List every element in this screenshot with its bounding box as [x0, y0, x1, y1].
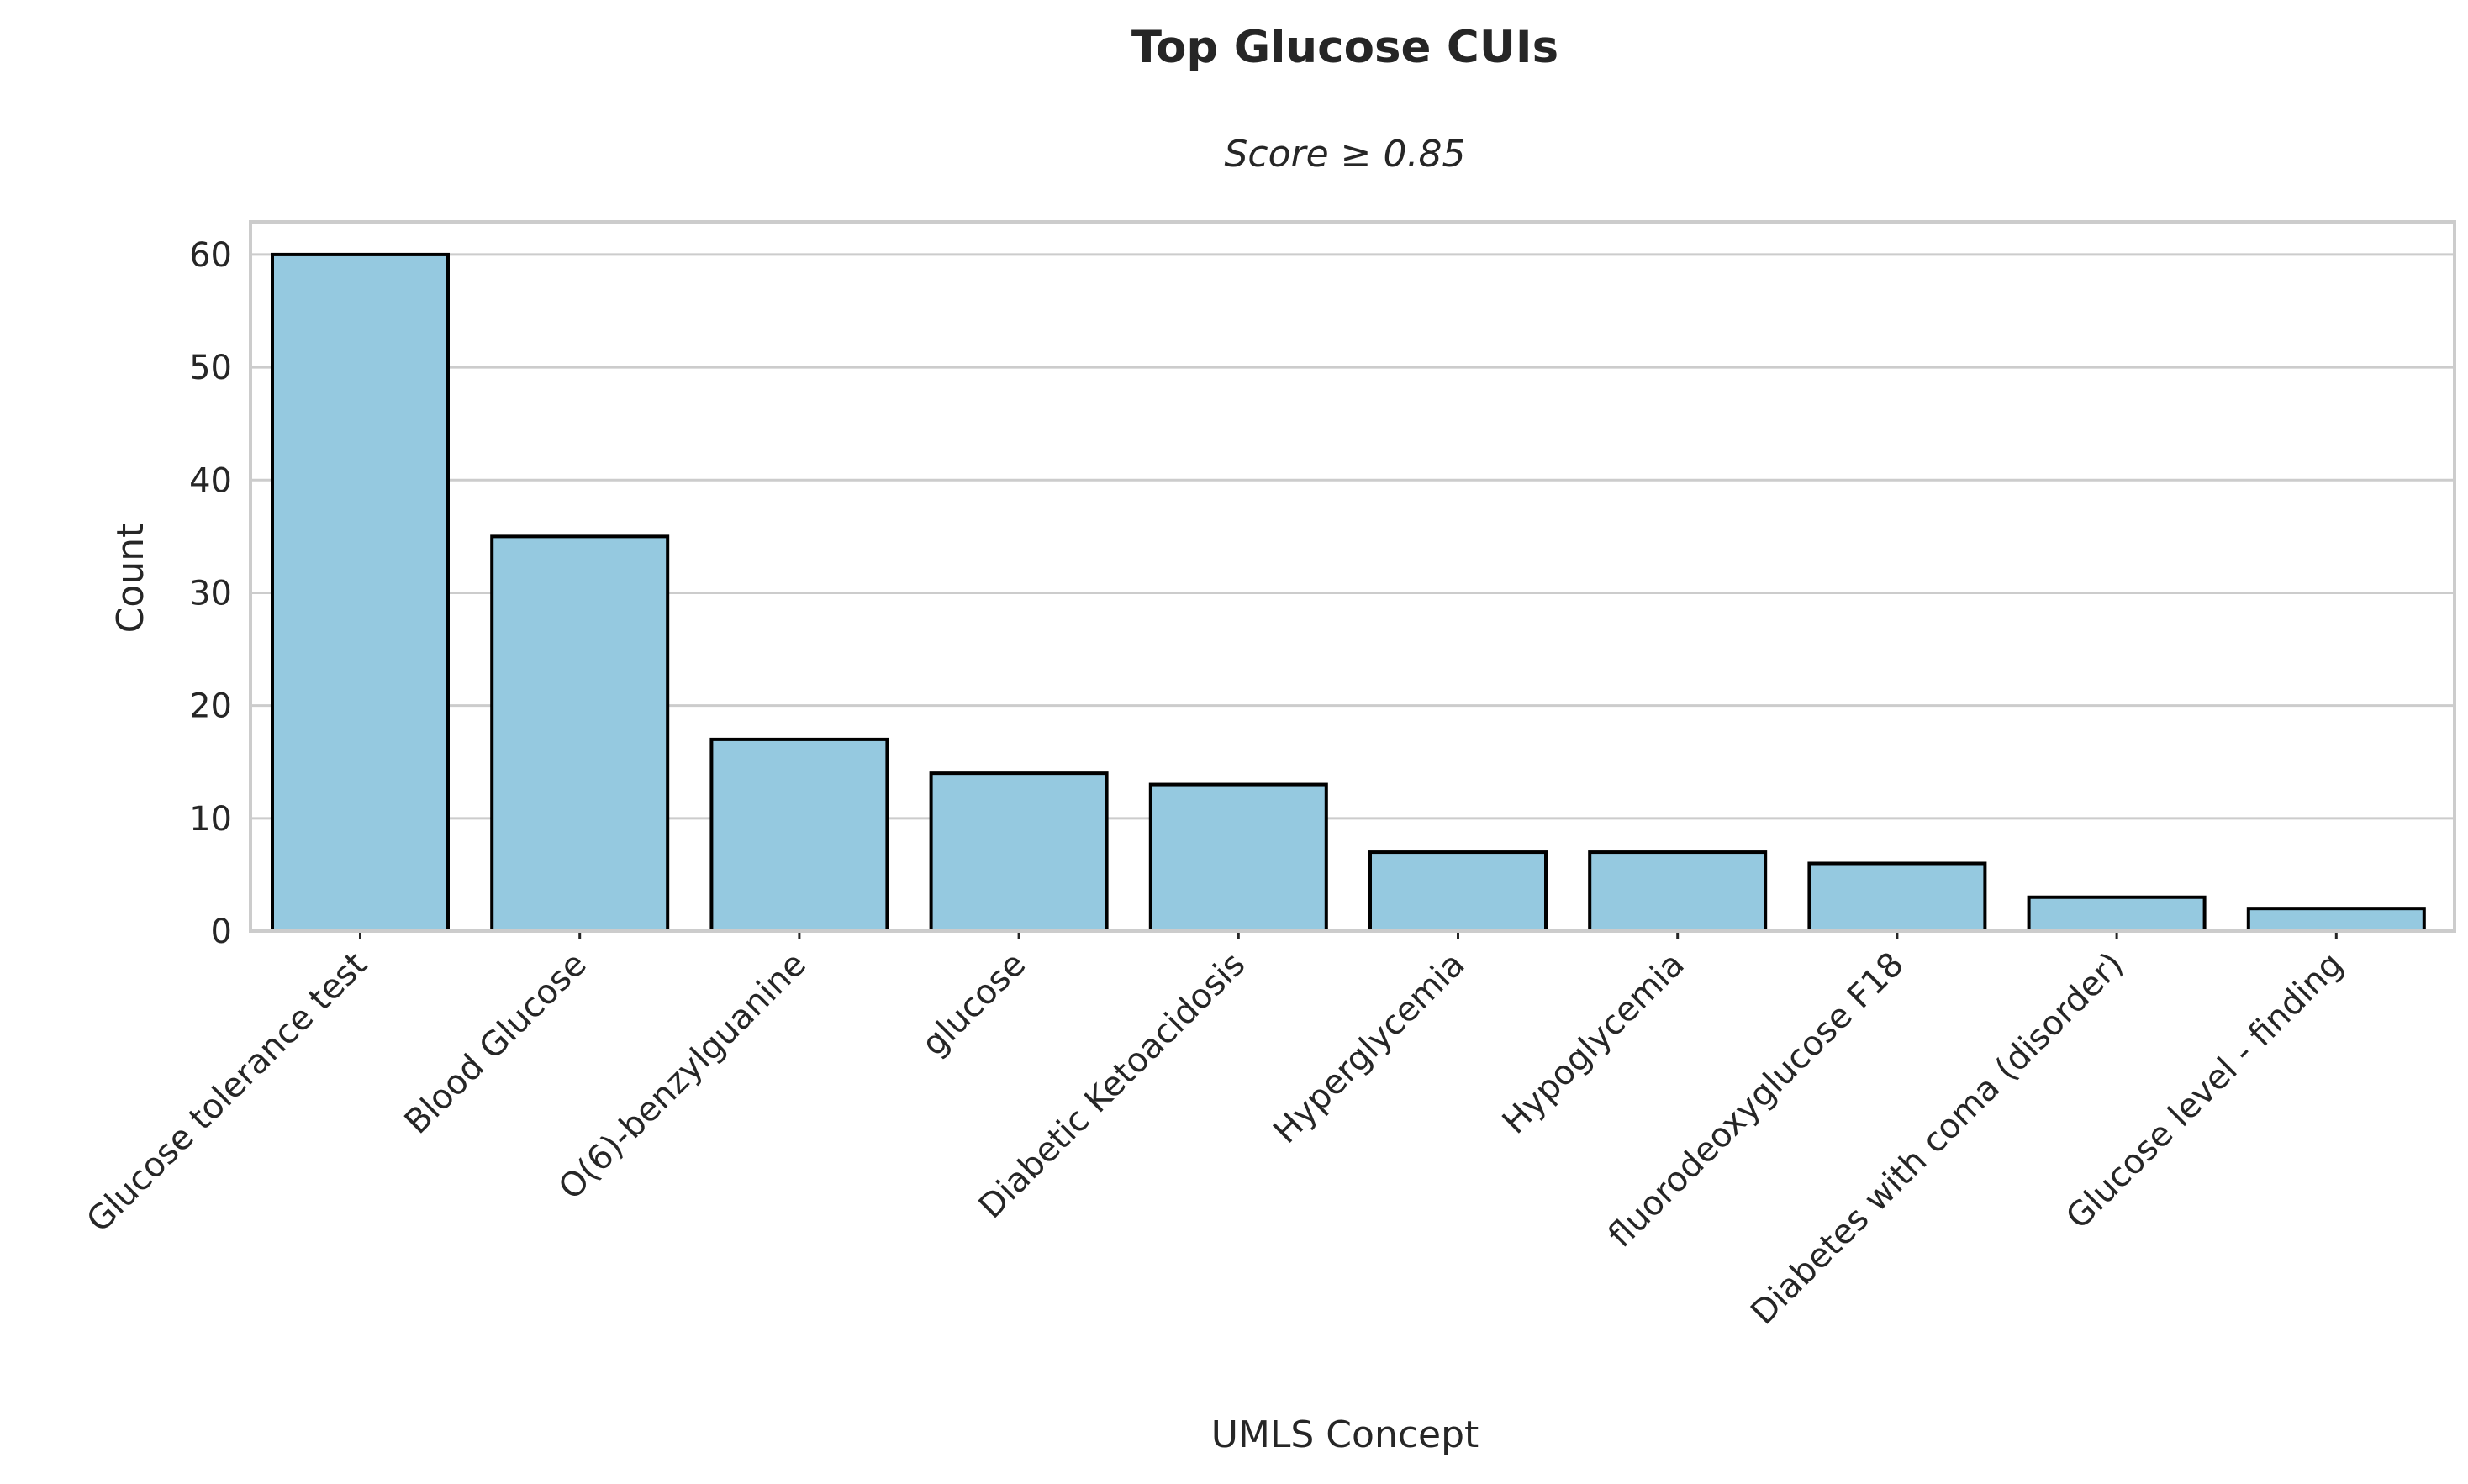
chart-subtitle: Score ≥ 0.85: [1224, 133, 1465, 176]
y-tick-label: 30: [189, 574, 232, 613]
y-axis-ticks: 0 10 20 30 40 50 60: [189, 236, 232, 951]
x-tick-label: Hyperglycemia: [1266, 945, 1472, 1151]
y-tick-label: 20: [189, 687, 232, 726]
plot-frame: [249, 220, 2456, 933]
x-tick-label: Glucose tolerance test: [80, 945, 375, 1240]
x-axis-label: UMLS Concept: [1211, 1413, 1479, 1456]
y-tick-label: 10: [189, 800, 232, 839]
bar: [1148, 782, 1328, 933]
bar: [2027, 895, 2207, 933]
y-tick-label: 40: [189, 461, 232, 500]
bar: [1588, 850, 1768, 933]
bar: [271, 252, 450, 934]
bars: [271, 252, 2426, 934]
x-tick-label: Hypoglycemia: [1495, 945, 1692, 1142]
y-tick-label: 0: [211, 913, 232, 951]
y-tick-label: 60: [189, 236, 232, 275]
bar: [490, 534, 670, 933]
bar: [2246, 907, 2426, 933]
x-tick-label: Diabetes with coma (disorder): [1743, 945, 2131, 1333]
y-tick-label: 50: [189, 349, 232, 387]
x-tick-label: O(6)-benzylguanine: [551, 945, 814, 1208]
x-tick-label: glucose: [915, 945, 1033, 1064]
x-axis-ticks: Glucose tolerance test Blood GlucoseO(6)-…: [80, 931, 2350, 1333]
bar: [929, 771, 1109, 933]
x-tick-label: Blood Glucose: [398, 945, 594, 1142]
bar: [709, 737, 889, 934]
bar: [1368, 850, 1548, 933]
y-axis-label: Count: [109, 524, 152, 634]
bar: [1807, 861, 1987, 933]
chart-title: Top Glucose CUIs: [1131, 22, 1558, 73]
